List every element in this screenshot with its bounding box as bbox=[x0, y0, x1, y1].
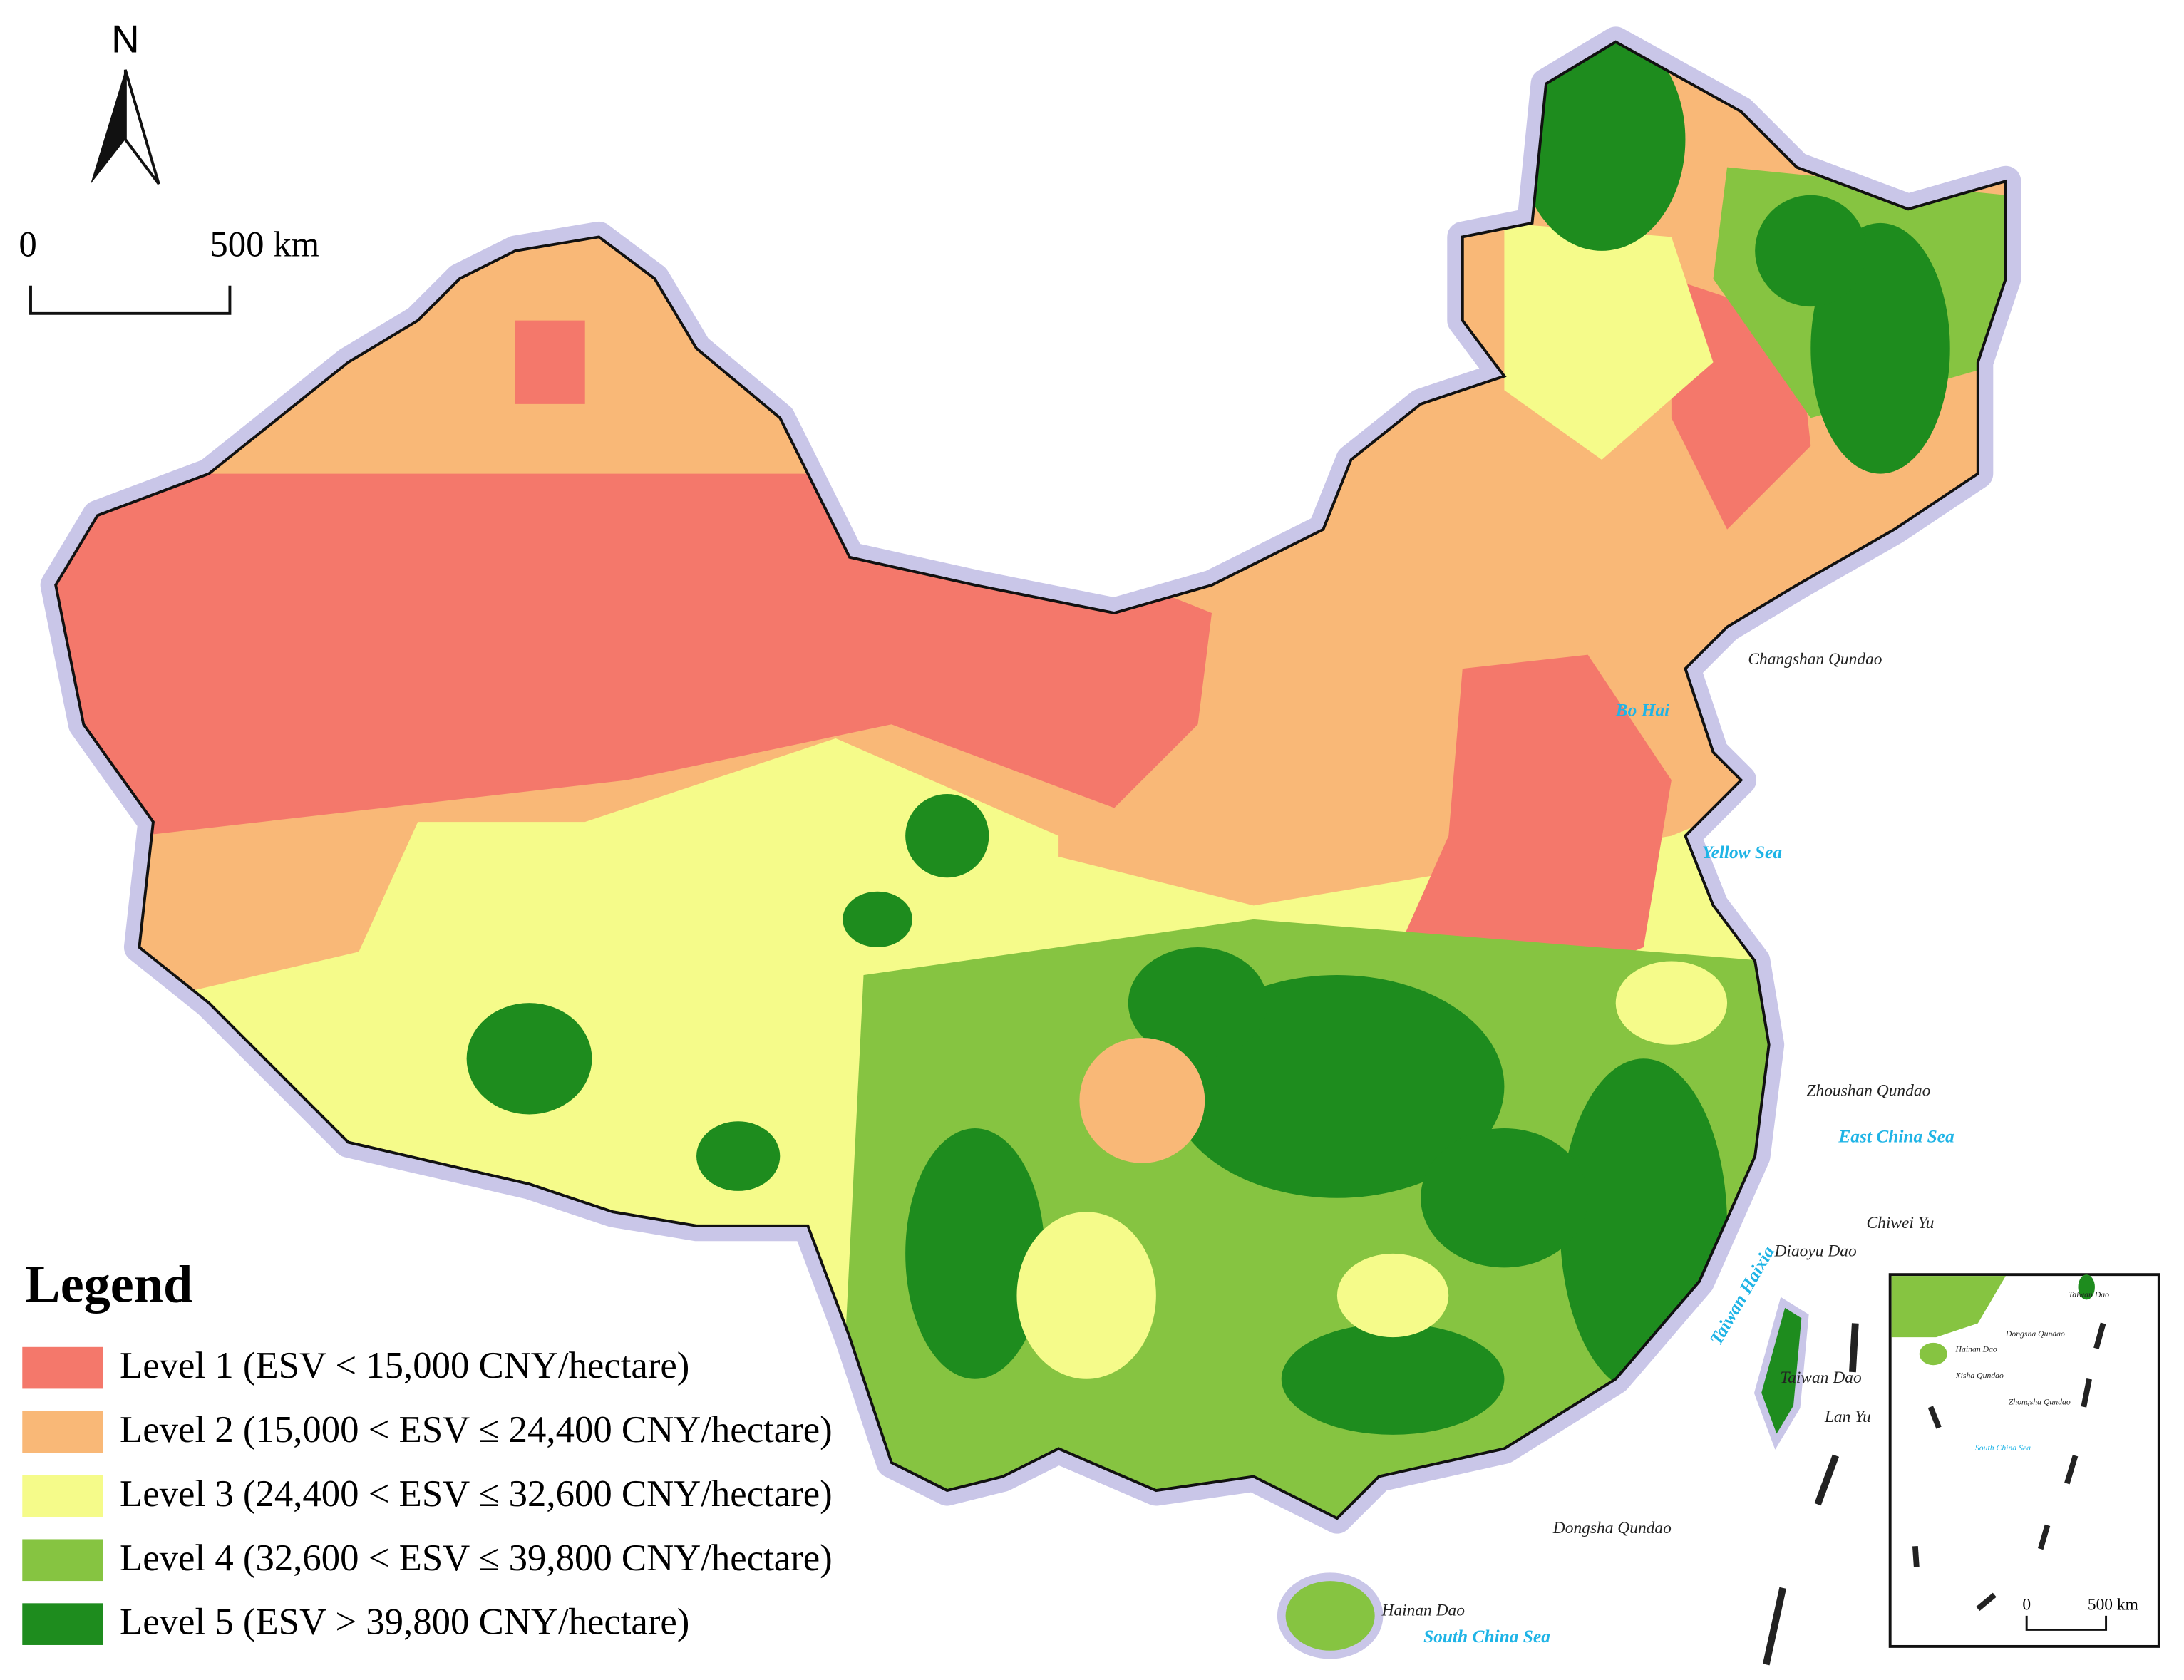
boundary-dashes bbox=[1763, 1323, 1859, 1666]
legend-label: Level 4 (32,600 < ESV ≤ 39,800 CNY/hecta… bbox=[120, 1537, 833, 1579]
region bbox=[1504, 222, 1714, 460]
region bbox=[1560, 1058, 1728, 1393]
inset-scale-label: 500 km bbox=[2088, 1596, 2138, 1614]
place-label: Lan Yu bbox=[1824, 1408, 1871, 1426]
inset-place-label: Xisha Qundao bbox=[1955, 1371, 2004, 1381]
legend-swatch bbox=[22, 1539, 103, 1582]
inset-place-label: Zhongsha Qundao bbox=[2009, 1398, 2071, 1407]
legend-swatch bbox=[22, 1411, 103, 1453]
region bbox=[466, 1003, 592, 1115]
region bbox=[1393, 654, 1672, 1004]
region bbox=[905, 1128, 1045, 1379]
border bbox=[54, 40, 2007, 1520]
place-label: Dongsha Qundao bbox=[1552, 1519, 1672, 1537]
inset-place-label: Hainan Dao bbox=[1955, 1344, 1997, 1354]
place-label: Hainan Dao bbox=[1381, 1601, 1465, 1619]
region bbox=[1336, 1253, 1449, 1338]
place-label: South China Sea bbox=[1423, 1627, 1550, 1646]
legend-label: Level 1 (ESV < 15,000 CNY/hectare) bbox=[120, 1345, 689, 1386]
legend-label: Level 3 (24,400 < ESV ≤ 32,600 CNY/hecta… bbox=[120, 1473, 833, 1515]
region bbox=[1079, 1037, 1205, 1163]
region bbox=[835, 919, 1769, 1519]
north-arrow bbox=[91, 69, 125, 185]
legend-label: Level 2 (15,000 < ESV ≤ 24,400 CNY/hecta… bbox=[120, 1409, 833, 1450]
legend: Level 1 (ESV < 15,000 CNY/hectare) Level … bbox=[22, 1345, 833, 1645]
legend-label: Level 5 (ESV > 39,800 CNY/hectare) bbox=[120, 1602, 689, 1643]
place-label: Yellow Sea bbox=[1702, 842, 1782, 862]
region bbox=[1016, 1212, 1156, 1379]
region bbox=[1518, 41, 1686, 251]
place-label: Chiwei Yu bbox=[1866, 1214, 1934, 1232]
inset-place-label: Taiwan Dao bbox=[2069, 1290, 2109, 1299]
hainan-island bbox=[1277, 1572, 1384, 1659]
legend-swatch bbox=[22, 1603, 103, 1645]
region bbox=[1615, 961, 1728, 1045]
legend-swatch bbox=[22, 1475, 103, 1517]
scale-label: 0 bbox=[19, 225, 36, 264]
north-label: N bbox=[111, 16, 140, 61]
region bbox=[1421, 1128, 1588, 1268]
place-label: Changshan Qundao bbox=[1748, 650, 1882, 669]
scale-label: 500 km bbox=[210, 225, 319, 264]
region bbox=[905, 794, 989, 878]
legend-title: Legend bbox=[25, 1256, 192, 1314]
region bbox=[843, 891, 912, 947]
place-label: Zhoushan Qundao bbox=[1806, 1082, 1930, 1101]
inset-map bbox=[1888, 1273, 2160, 1648]
region bbox=[1281, 1323, 1505, 1435]
taiwan-island bbox=[1753, 1297, 1809, 1450]
inset-place-label: South China Sea bbox=[1975, 1443, 2031, 1453]
legend-swatch bbox=[22, 1346, 103, 1389]
place-label: Bo Hai bbox=[1615, 701, 1669, 721]
region bbox=[696, 1121, 781, 1191]
region bbox=[1128, 947, 1268, 1059]
region bbox=[515, 320, 585, 404]
region bbox=[1755, 195, 1867, 307]
inset-place-label: Dongsha Qundao bbox=[2005, 1329, 2065, 1339]
inset-scale-label: 0 bbox=[2022, 1596, 2031, 1614]
place-label: Taiwan Dao bbox=[1780, 1369, 1862, 1387]
scale-bar bbox=[29, 285, 232, 315]
place-label: Diaoyu Dao bbox=[1773, 1242, 1857, 1260]
north-arrow bbox=[123, 69, 160, 185]
place-label: East China Sea bbox=[1838, 1127, 1954, 1147]
